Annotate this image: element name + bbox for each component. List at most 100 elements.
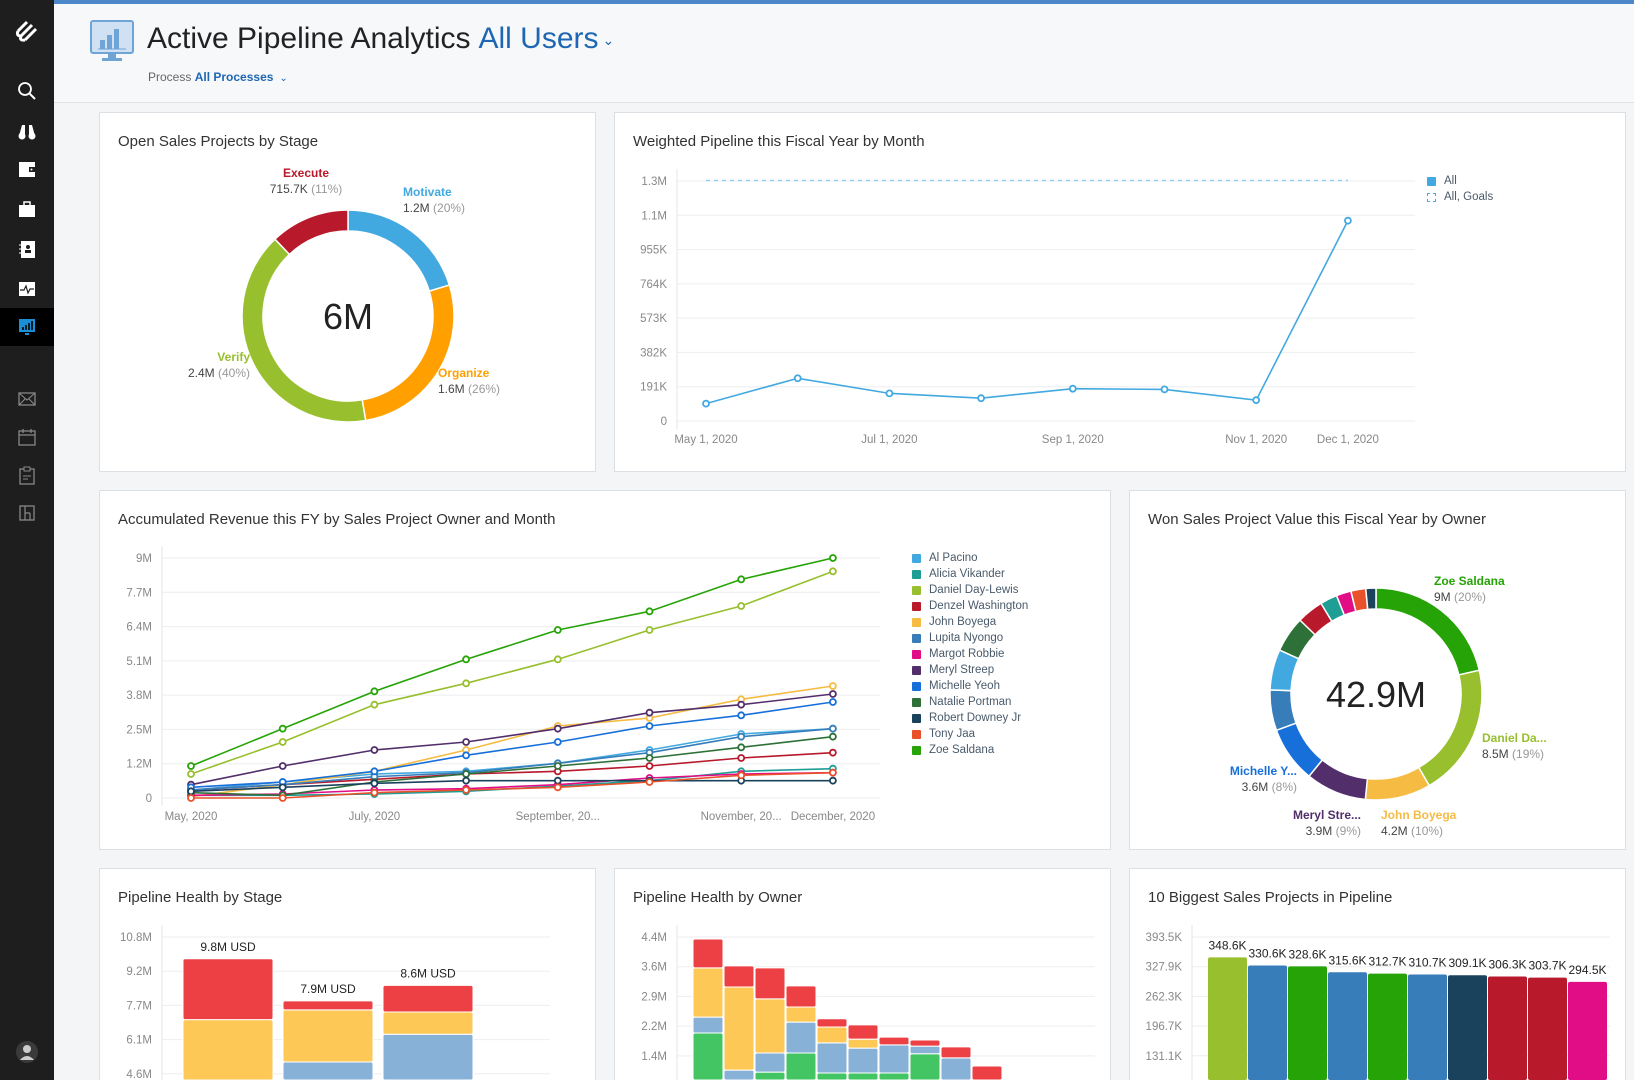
donut-slice[interactable] xyxy=(347,209,451,293)
data-point[interactable] xyxy=(187,794,195,802)
bar-segment[interactable] xyxy=(692,938,724,969)
data-point[interactable] xyxy=(462,679,471,688)
bar-segment[interactable] xyxy=(971,1065,1003,1080)
bar-segment[interactable] xyxy=(940,1046,972,1059)
bar-segment[interactable] xyxy=(785,1052,817,1080)
bar-segment[interactable] xyxy=(692,967,724,1018)
donut-slice[interactable] xyxy=(1417,669,1483,787)
bar-segment[interactable] xyxy=(723,965,755,988)
data-point[interactable] xyxy=(462,751,471,760)
data-point[interactable] xyxy=(278,724,287,733)
contacts-book-icon[interactable] xyxy=(0,230,54,268)
bar-segment[interactable] xyxy=(182,1019,274,1080)
bar-segment[interactable] xyxy=(909,1039,941,1047)
bar-segment[interactable] xyxy=(816,1018,848,1028)
data-point[interactable] xyxy=(645,754,654,762)
data-point[interactable] xyxy=(702,399,710,408)
bar-segment[interactable] xyxy=(382,1033,474,1080)
data-point[interactable] xyxy=(462,770,471,778)
data-point[interactable] xyxy=(645,607,654,616)
data-point[interactable] xyxy=(829,732,837,741)
legend-item[interactable]: Meryl Streep xyxy=(912,662,1028,678)
bar[interactable] xyxy=(1328,972,1367,1080)
data-point[interactable] xyxy=(553,738,562,746)
data-point[interactable] xyxy=(553,762,562,770)
bar[interactable] xyxy=(1288,966,1327,1080)
data-point[interactable] xyxy=(462,786,471,794)
bar-segment[interactable] xyxy=(816,1072,848,1080)
data-point[interactable] xyxy=(829,724,837,733)
activity-icon[interactable] xyxy=(0,270,54,308)
data-point[interactable] xyxy=(278,738,287,746)
data-point[interactable] xyxy=(553,783,562,792)
data-point[interactable] xyxy=(645,626,654,634)
data-point[interactable] xyxy=(829,698,837,706)
donut-slice[interactable] xyxy=(1364,587,1377,611)
bar-segment[interactable] xyxy=(692,1016,724,1034)
data-point[interactable] xyxy=(370,687,379,696)
clipboard-icon[interactable] xyxy=(0,456,54,494)
bar[interactable] xyxy=(1248,965,1287,1080)
bar-segment[interactable] xyxy=(816,1026,848,1044)
briefcase-icon[interactable] xyxy=(0,190,54,228)
data-point[interactable] xyxy=(370,746,379,754)
data-point[interactable] xyxy=(645,708,654,717)
bar[interactable] xyxy=(1408,974,1447,1080)
calendar-icon[interactable] xyxy=(0,418,54,456)
legend-item[interactable]: Michelle Yeoh xyxy=(912,678,1028,694)
data-point[interactable] xyxy=(1160,385,1169,394)
process-dropdown[interactable]: All Processes xyxy=(194,70,274,84)
data-point[interactable] xyxy=(553,626,562,634)
legend-item[interactable]: All, Goals xyxy=(1427,189,1493,205)
donut-slice[interactable] xyxy=(273,209,349,256)
data-point[interactable] xyxy=(370,779,379,788)
bar-segment[interactable] xyxy=(754,1071,786,1080)
data-point[interactable] xyxy=(370,700,379,709)
data-point[interactable] xyxy=(462,776,471,785)
binoculars-icon[interactable] xyxy=(0,112,54,150)
data-point[interactable] xyxy=(187,762,195,770)
bar[interactable] xyxy=(1568,981,1607,1080)
data-point[interactable] xyxy=(645,762,654,770)
data-point[interactable] xyxy=(187,770,195,778)
bar-segment[interactable] xyxy=(816,1042,848,1074)
bar-segment[interactable] xyxy=(847,1047,879,1074)
bar-segment[interactable] xyxy=(692,1032,724,1080)
mail-icon[interactable] xyxy=(0,380,54,418)
legend-item[interactable]: John Boyega xyxy=(912,614,1028,630)
analytics-icon[interactable] xyxy=(0,308,54,346)
data-point[interactable] xyxy=(1344,216,1352,225)
data-point[interactable] xyxy=(645,722,654,730)
search-icon[interactable] xyxy=(0,72,54,110)
bar-segment[interactable] xyxy=(182,958,274,1021)
report-icon[interactable] xyxy=(0,494,54,532)
data-point[interactable] xyxy=(977,394,986,403)
data-point[interactable] xyxy=(737,771,746,780)
bar-segment[interactable] xyxy=(878,1072,910,1080)
chevron-down-icon[interactable]: ⌄ xyxy=(279,73,288,84)
data-point[interactable] xyxy=(829,554,837,562)
legend-item[interactable]: Margot Robbie xyxy=(912,646,1028,662)
bar[interactable] xyxy=(1488,976,1527,1080)
data-point[interactable] xyxy=(278,762,287,770)
bar-segment[interactable] xyxy=(282,1000,374,1011)
legend-item[interactable]: Lupita Nyongo xyxy=(912,630,1028,646)
bar-segment[interactable] xyxy=(723,1069,755,1080)
user-avatar[interactable] xyxy=(0,1032,54,1072)
data-point[interactable] xyxy=(793,374,802,383)
legend-item[interactable]: Robert Downey Jr xyxy=(912,710,1028,726)
donut-slice[interactable] xyxy=(361,284,455,422)
legend-item[interactable]: Natalie Portman xyxy=(912,694,1028,710)
bar-segment[interactable] xyxy=(785,985,817,1008)
data-point[interactable] xyxy=(278,783,287,792)
bar-segment[interactable] xyxy=(847,1072,879,1080)
bar-segment[interactable] xyxy=(909,1053,941,1080)
data-point[interactable] xyxy=(1252,396,1261,405)
bar-segment[interactable] xyxy=(878,1036,910,1046)
data-point[interactable] xyxy=(737,575,746,584)
data-point[interactable] xyxy=(370,788,379,797)
bar-segment[interactable] xyxy=(723,986,755,1071)
legend-item[interactable]: Zoe Saldana xyxy=(912,742,1028,758)
data-point[interactable] xyxy=(462,738,471,746)
data-point[interactable] xyxy=(462,655,471,664)
